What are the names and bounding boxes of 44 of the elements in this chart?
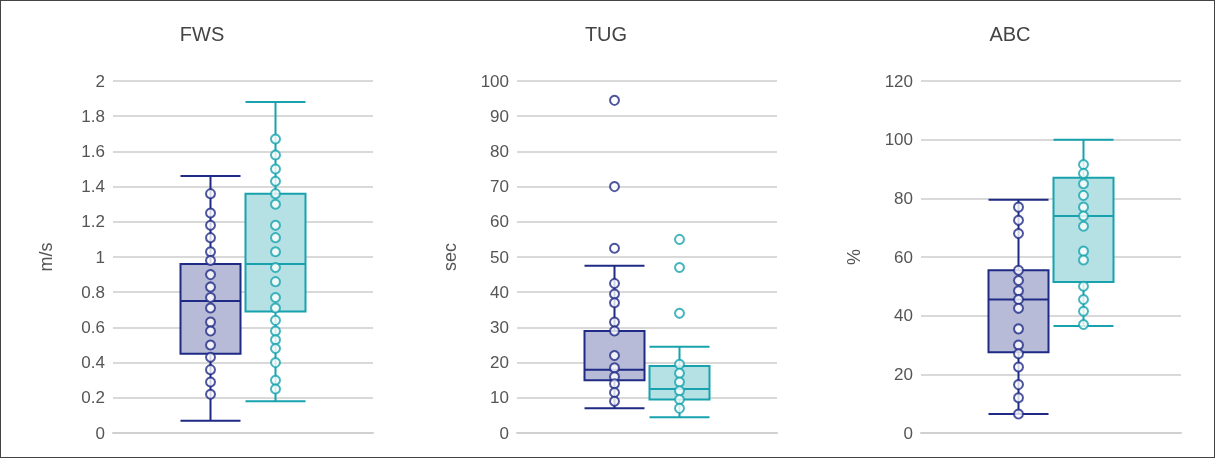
point <box>609 387 620 399</box>
y-tick-label: 40 <box>490 282 509 302</box>
y-tick-label: 1 <box>95 247 105 267</box>
y-tick-label: 1.2 <box>81 212 105 232</box>
y-tick-label: 100 <box>480 71 509 91</box>
point <box>609 395 620 407</box>
y-axis-title: % <box>844 248 864 266</box>
y-tick-label: 0.8 <box>81 282 105 302</box>
y-tick-label: 0 <box>95 423 105 443</box>
y-tick-label: 100 <box>884 130 913 150</box>
y-tick-label: 60 <box>894 247 913 267</box>
y-tick-label: 90 <box>490 106 509 126</box>
y-tick-label: 1.8 <box>81 106 105 126</box>
y-tick-label: 0.6 <box>81 317 105 337</box>
y-tick-label: 0 <box>903 423 913 443</box>
y-tick-label: 120 <box>884 71 913 91</box>
y-tick-label: 30 <box>490 317 509 337</box>
y-axis-title: sec <box>440 242 460 272</box>
y-tick-label: 80 <box>490 141 509 161</box>
y-tick-label: 1.6 <box>81 141 105 161</box>
point <box>609 288 620 300</box>
chart-title: FWS <box>179 23 225 45</box>
y-tick-label: 0.2 <box>81 388 105 408</box>
point <box>609 362 620 374</box>
y-tick-label: 0.4 <box>81 353 105 373</box>
y-tick-label: 10 <box>490 388 509 408</box>
y-tick-label: 0 <box>499 423 509 443</box>
chart-title: TUG <box>584 23 628 45</box>
point <box>609 350 620 362</box>
y-tick-label: 50 <box>490 247 509 267</box>
point <box>609 378 620 390</box>
point <box>609 325 620 337</box>
y-tick-label: 1.4 <box>81 177 105 197</box>
y-tick-label: 70 <box>490 177 509 197</box>
y-tick-label: 20 <box>490 353 509 373</box>
y-tick-label: 40 <box>894 306 913 326</box>
y-tick-label: 20 <box>894 364 913 384</box>
y-tick-label: 80 <box>894 188 913 208</box>
point <box>609 277 620 289</box>
y-axis-title: m/s <box>36 242 56 272</box>
point <box>609 297 620 309</box>
y-tick-label: 2 <box>95 71 105 91</box>
y-tick-label: 60 <box>490 212 509 232</box>
chart-title: ABC <box>989 23 1031 45</box>
